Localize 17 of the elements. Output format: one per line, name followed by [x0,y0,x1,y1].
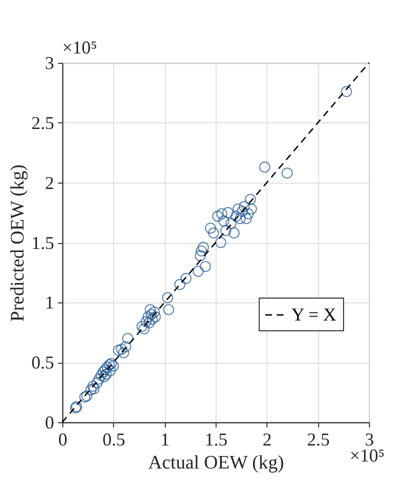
legend-label: Y = X [291,304,336,325]
x-axis-title: Actual OEW (kg) [148,452,284,474]
y-tick-label: 3 [45,53,54,74]
text: ×10⁵ [62,37,98,58]
y-axis-title: Predicted OEW (kg) [8,164,29,322]
x-tick-label: 1.5 [204,430,228,450]
y-tick-label: 0 [45,412,54,432]
y-tick-label: 2.5 [31,112,54,133]
y-tick-label: 1.5 [31,232,54,253]
y-tick-label: 2 [45,172,54,193]
y-tick-label: 0.5 [31,352,54,373]
x-tick-label: 2 [262,430,272,450]
x-tick-label: 1 [160,430,170,450]
x-tick-label: 0.5 [102,430,126,450]
x-tick-label: 0 [58,430,68,450]
y-tick-label: 1 [45,292,54,313]
x-tick-label: 2.5 [306,430,330,450]
